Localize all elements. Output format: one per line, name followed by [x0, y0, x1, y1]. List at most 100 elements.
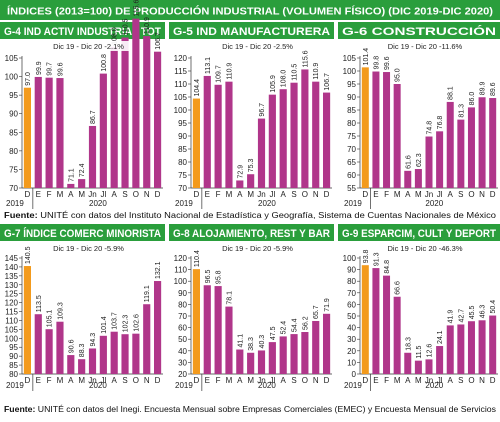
bar: [45, 77, 53, 188]
y-tick-label: 85: [9, 361, 18, 370]
source-text: UNITÉ con datos del Instituto Nacional d…: [38, 211, 497, 220]
x-tick-label: M: [247, 190, 254, 199]
bar-value-label: 105.1: [47, 310, 54, 328]
x-tick-label: S: [291, 376, 296, 385]
y-tick-label: 85: [178, 145, 187, 154]
x-tick-label: M: [78, 376, 85, 385]
y-tick-label: 145: [5, 254, 19, 263]
x-tick-label: D: [25, 376, 31, 385]
bar: [268, 94, 276, 188]
bar: [99, 73, 107, 188]
y-tick-label: 85: [9, 128, 18, 137]
y-tick-label: 140: [5, 263, 19, 272]
y-tick-label: 20: [178, 370, 187, 379]
bar-value-label: 72.4: [79, 163, 86, 177]
panel-title: G-4 IND ACTIV INDUSTRIAL TOT: [4, 26, 161, 38]
bar: [78, 179, 86, 188]
x-tick-label: S: [458, 376, 463, 385]
y-tick-label: 105: [5, 54, 19, 63]
page-title: ÍNDICES (2013=100) DE PRODUCCIÓN INDUSTR…: [7, 5, 493, 18]
x-tick-label: F: [216, 190, 221, 199]
bar-value-label: 115.6: [302, 50, 309, 67]
bar-value-label: 65.7: [313, 305, 320, 319]
x-tick-label: O: [302, 376, 308, 385]
bar-value-label: 110.9: [313, 63, 320, 80]
y-tick-label: 75: [347, 132, 356, 141]
bar: [457, 119, 465, 188]
bar-value-label: 72.9: [237, 165, 244, 179]
x-tick-label: F: [47, 376, 52, 385]
x-tick-label: M: [415, 376, 422, 385]
x-tick-label: A: [112, 376, 118, 385]
y-tick-label: 120: [174, 54, 188, 63]
bar: [225, 306, 233, 374]
change-note: Dic 19 - Dic 20 -46.3%: [387, 244, 462, 253]
bar-value-label: 103.7: [112, 312, 119, 330]
bar: [110, 46, 118, 188]
bar: [446, 325, 454, 374]
y-tick-label: 90: [178, 289, 187, 298]
x-tick-label: A: [68, 190, 74, 199]
bar-value-label: 104.4: [194, 79, 201, 97]
bar: [436, 346, 444, 374]
y-tick-label: 65: [347, 158, 356, 167]
x-tick-label: M: [394, 190, 401, 199]
x-tick-label: S: [458, 190, 463, 199]
note-bg: [46, 41, 131, 51]
bar-value-label: 18.3: [405, 337, 412, 351]
panel-title: G-8 ALOJAMIENTO, REST Y BAR: [173, 228, 330, 240]
y-tick-label: 60: [178, 324, 187, 333]
x-tick-label: O: [133, 376, 139, 385]
y-tick-label: 105: [343, 54, 357, 63]
bar-value-label: 84.8: [384, 260, 391, 274]
bar-value-label: 110.9: [144, 17, 151, 34]
x-tick-label: A: [281, 190, 287, 199]
x-tick-label: M: [247, 376, 254, 385]
y-tick-label: 90: [9, 110, 18, 119]
bar: [214, 84, 222, 188]
x-tick-label: D: [362, 190, 368, 199]
y-tick-label: 110: [174, 266, 187, 275]
y-tick-label: 10: [347, 358, 356, 367]
x-tick-label: A: [112, 190, 118, 199]
bar-value-label: 110.5: [292, 64, 299, 81]
x-tick-label: F: [47, 190, 52, 199]
year-label: 2020: [89, 199, 107, 208]
bar-value-label: 95.0: [395, 68, 402, 82]
bar-value-label: 110.5: [123, 18, 130, 35]
panel-title: G-7 ÍNDICE COMERC MINORISTA: [4, 227, 161, 240]
bar: [372, 71, 380, 188]
change-note: Dic 19 - Dic 20 -5.9%: [222, 244, 293, 253]
y-tick-label: 115: [174, 67, 187, 76]
bar: [225, 81, 233, 188]
x-tick-label: Jn: [425, 376, 433, 385]
y-tick-label: 80: [9, 370, 18, 379]
source-text: UNITÉ con datos del Inegi. Encuesta Mens…: [35, 405, 496, 414]
bar-value-label: 96.7: [259, 103, 266, 117]
x-tick-label: M: [57, 190, 64, 199]
bar-value-label: 109.3: [57, 302, 64, 320]
bar: [56, 78, 64, 188]
x-tick-label: E: [36, 376, 41, 385]
x-tick-label: Jl: [437, 190, 443, 199]
y-tick-label: 60: [347, 300, 356, 309]
bar: [414, 360, 422, 374]
bar: [279, 89, 287, 188]
bar-value-label: 88.3: [79, 343, 86, 357]
note-bg: [46, 243, 131, 253]
bar: [192, 98, 201, 188]
bar-value-label: 115.6: [133, 0, 140, 17]
y-tick-label: 100: [5, 73, 19, 82]
bar-value-label: 99.6: [57, 62, 64, 76]
x-tick-label: M: [78, 190, 85, 199]
bar-value-label: 101.4: [101, 316, 108, 334]
bar: [99, 335, 107, 374]
bar-value-label: 110.9: [226, 63, 233, 80]
y-tick-label: 70: [178, 184, 187, 193]
y-tick-label: 110: [5, 316, 18, 325]
bar: [45, 329, 53, 374]
x-tick-label: D: [362, 376, 368, 385]
bar: [322, 313, 331, 374]
y-tick-label: 110: [174, 80, 187, 89]
